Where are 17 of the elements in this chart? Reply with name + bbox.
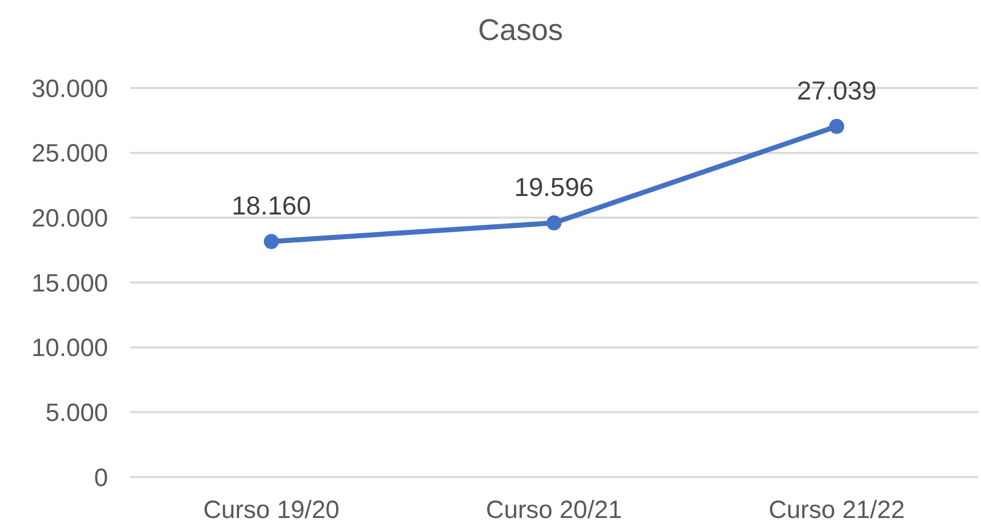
y-tick-label: 25.000 <box>32 140 108 168</box>
point <box>546 215 562 230</box>
x-tick-label: Curso 21/22 <box>768 496 905 524</box>
chart-title: Casos <box>478 14 564 47</box>
data-label: 19.596 <box>514 172 594 202</box>
y-tick-label: 10.000 <box>32 334 108 362</box>
x-tick-label: Curso 20/21 <box>486 496 622 524</box>
point <box>829 118 844 134</box>
x-tick-label: Curso 19/20 <box>203 496 340 524</box>
data-label: 18.160 <box>232 190 312 221</box>
y-tick-label: 30.000 <box>32 74 108 103</box>
point <box>264 234 279 250</box>
y-tick-label: 5.000 <box>45 398 108 427</box>
data-label: 27.039 <box>796 75 876 106</box>
y-tick-label: 0 <box>94 464 108 492</box>
y-tick-label: 15.000 <box>32 269 108 298</box>
y-tick-label: 20.000 <box>32 204 108 232</box>
